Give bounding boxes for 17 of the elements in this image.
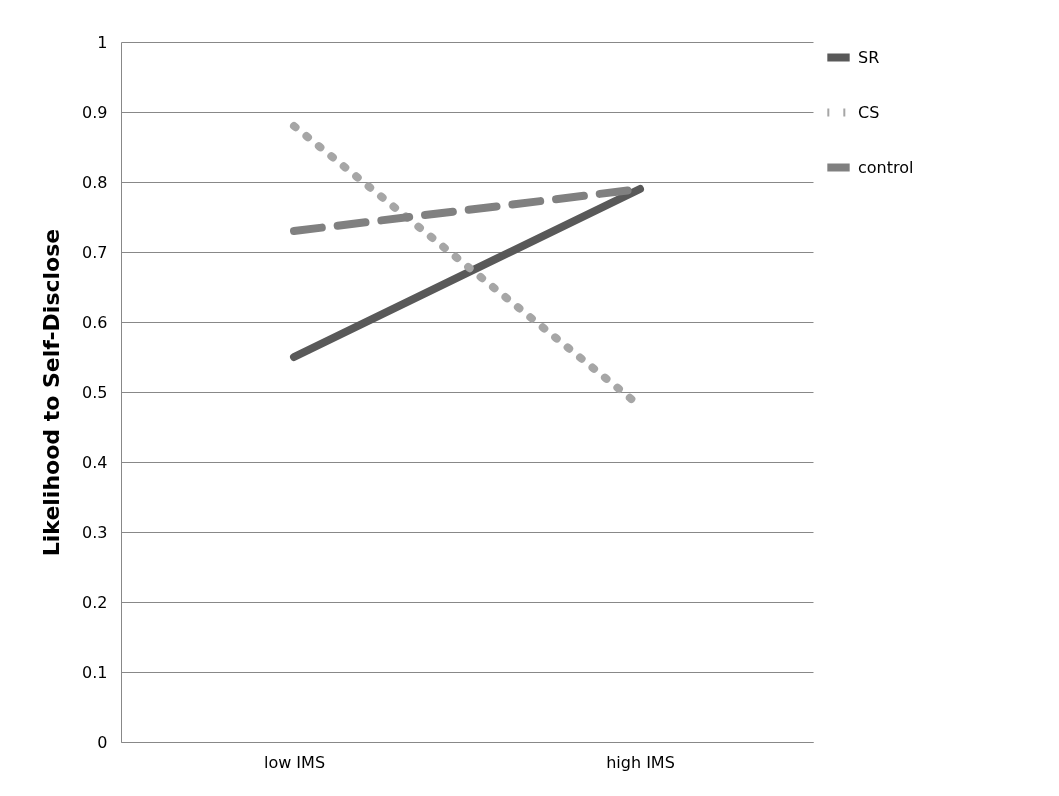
y-tick-label: 0.3 [82, 522, 108, 542]
x-tick-label: low IMS [263, 752, 326, 772]
y-tick-label: 0.1 [82, 662, 108, 682]
y-tick-label: 0 [97, 732, 108, 752]
legend-label: SR [858, 47, 880, 67]
y-tick-label: 0.9 [82, 102, 108, 122]
y-tick-label: 0.2 [82, 592, 108, 612]
y-axis-title: Likelihood to Self-Disclose [39, 228, 65, 557]
y-tick-label: 0.5 [82, 382, 108, 402]
y-tick-label: 0.4 [82, 452, 108, 472]
legend-label: control [858, 157, 914, 177]
y-tick-label: 0.8 [82, 172, 108, 192]
y-tick-label: 0.6 [82, 312, 108, 332]
legend-label: CS [858, 102, 880, 122]
y-tick-label: 0.7 [82, 242, 108, 262]
y-tick-label: 1 [97, 32, 108, 52]
x-tick-label: high IMS [606, 752, 675, 772]
